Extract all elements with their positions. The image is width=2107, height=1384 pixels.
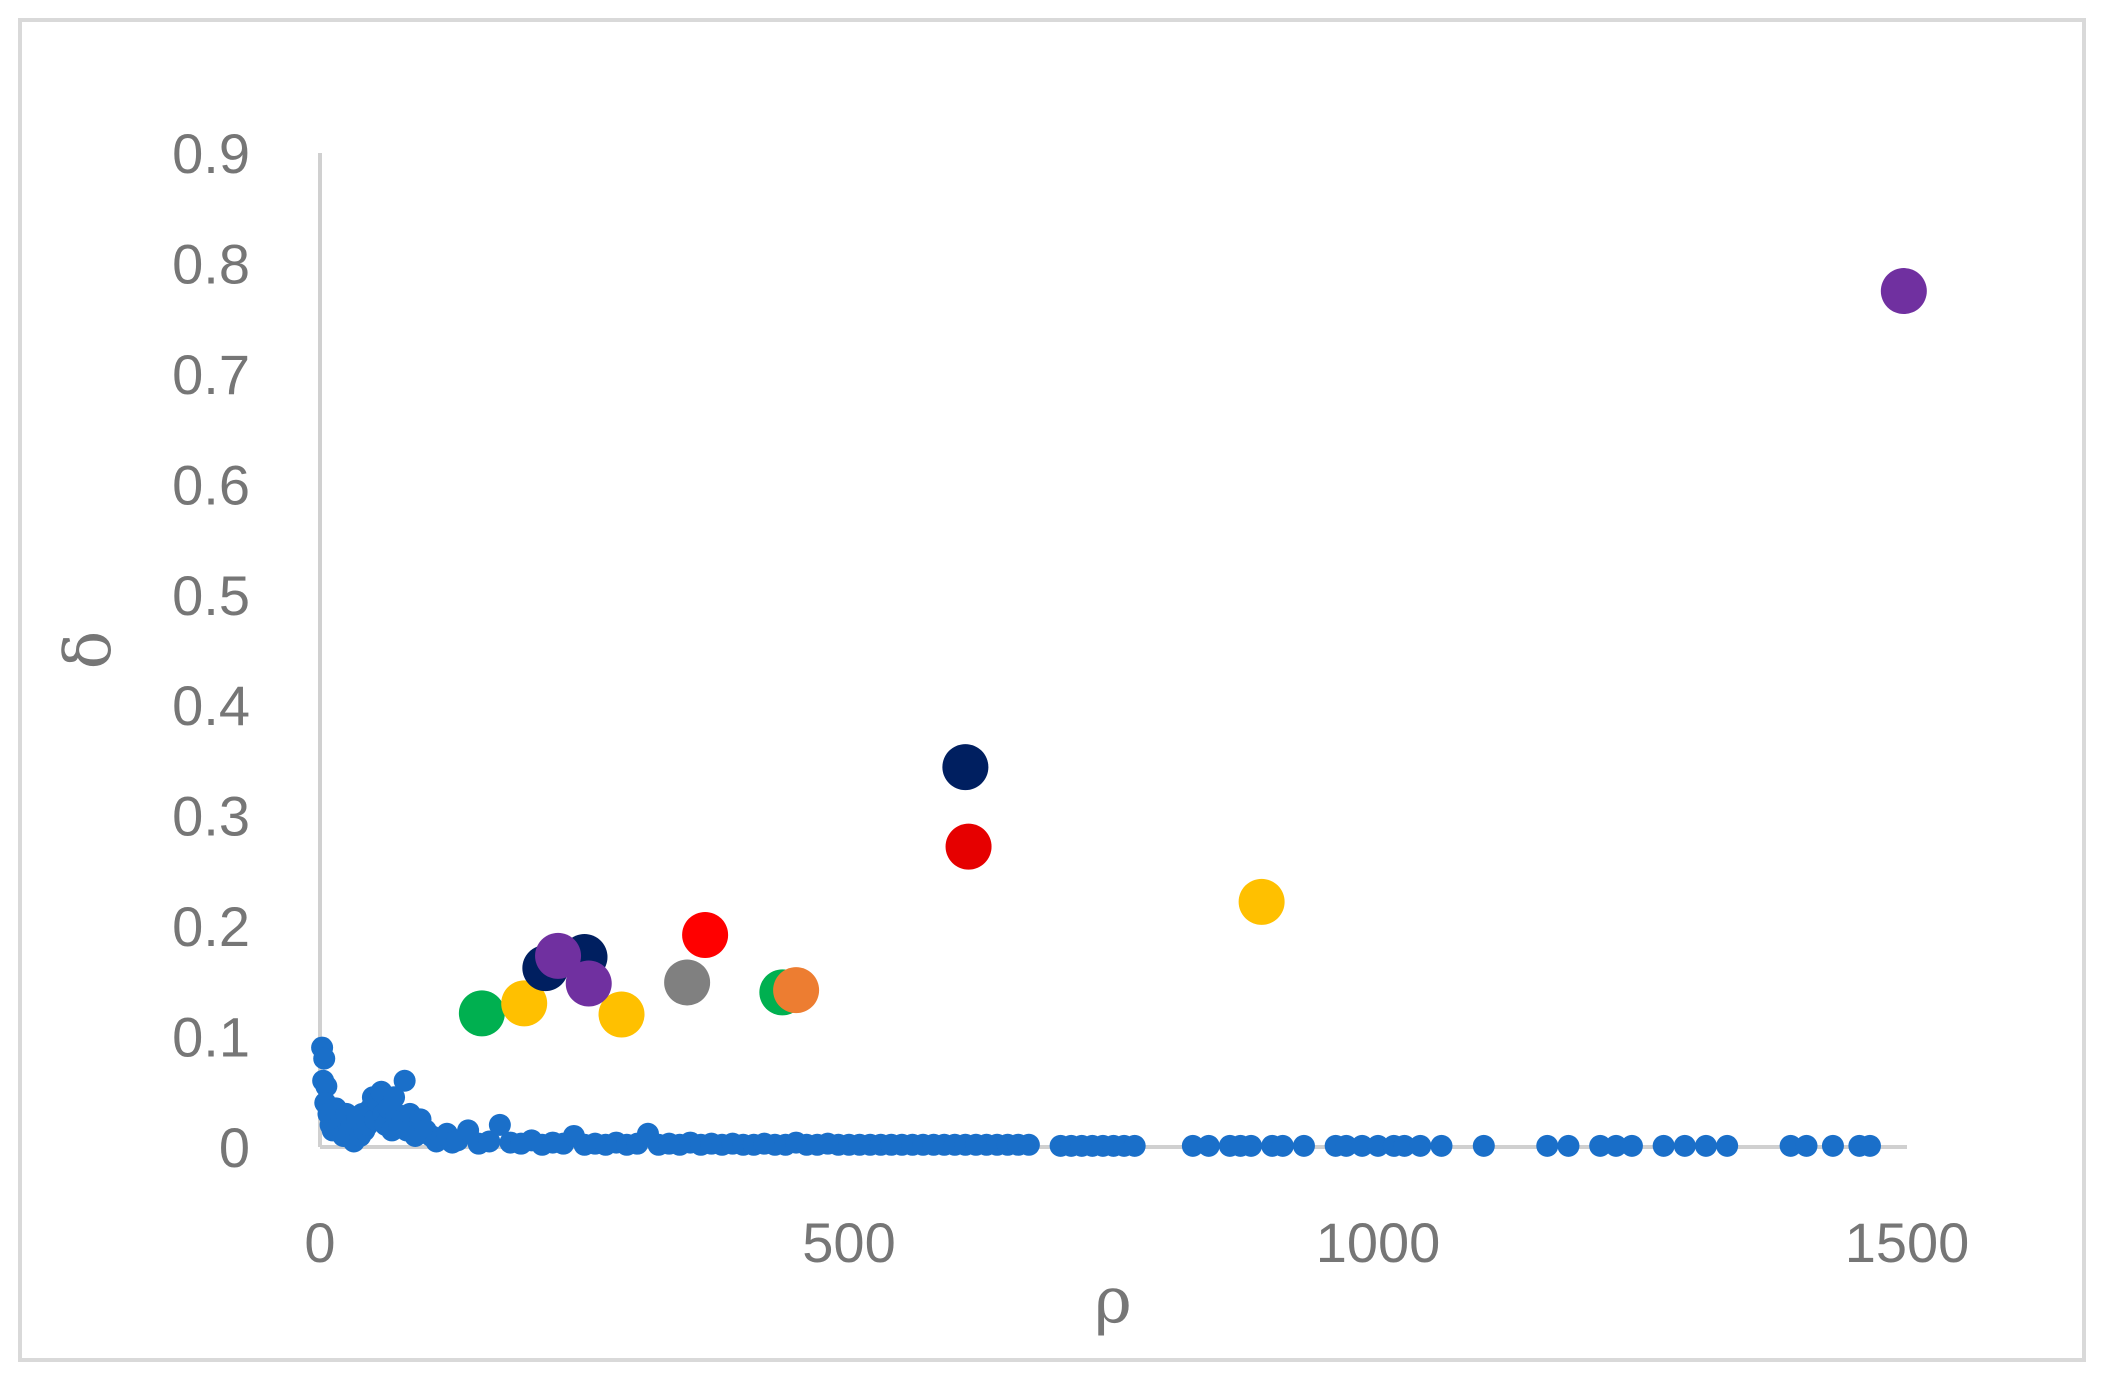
y-tick-label: 0.5 [172, 564, 250, 627]
cluster-center-point [565, 960, 612, 1007]
data-point [1197, 1134, 1220, 1157]
x-tick-labels: 0 500 1000 1500 [304, 1211, 1969, 1274]
cluster-center-point [664, 959, 711, 1006]
data-point [1605, 1134, 1628, 1157]
data-point [1694, 1134, 1717, 1157]
data-point [1620, 1134, 1643, 1157]
data-point [1557, 1134, 1580, 1157]
data-point [1716, 1134, 1739, 1157]
data-point [1589, 1134, 1612, 1157]
data-point [1017, 1133, 1040, 1156]
y-tick-label: 0.2 [172, 895, 250, 958]
data-point [1351, 1134, 1374, 1157]
data-point [1821, 1134, 1844, 1157]
data-point [1673, 1134, 1696, 1157]
y-tick-label: 0.7 [172, 343, 250, 406]
data-point [1652, 1134, 1675, 1157]
data-point [393, 1069, 416, 1092]
cluster-center-point [535, 932, 582, 979]
data-point [1409, 1134, 1432, 1157]
data-point [313, 1047, 336, 1070]
x-axis-title: ρ [1094, 1264, 1132, 1338]
data-point [1240, 1134, 1263, 1157]
x-tick-label: 1000 [1316, 1211, 1441, 1274]
data-point [1271, 1134, 1294, 1157]
data-point [1393, 1134, 1416, 1157]
axes [318, 153, 1907, 1149]
y-tick-label: 0.6 [172, 453, 250, 516]
cluster-center-point [1238, 878, 1285, 925]
y-tick-labels: 0 0.1 0.2 0.3 0.4 0.5 0.6 0.7 0.8 0.9 [172, 122, 250, 1179]
cluster-center-point [942, 744, 989, 791]
data-point [1795, 1134, 1818, 1157]
cluster-center-point [682, 911, 729, 958]
data-points [311, 268, 1927, 1157]
data-point [478, 1130, 501, 1153]
data-point [1335, 1134, 1358, 1157]
y-tick-label: 0.4 [172, 674, 250, 737]
y-axis-title: δ [52, 631, 126, 670]
y-tick-label: 0 [219, 1116, 250, 1179]
cluster-center-point [773, 967, 820, 1014]
data-point [1858, 1134, 1881, 1157]
data-point [1181, 1134, 1204, 1157]
y-tick-label: 0.3 [172, 785, 250, 848]
y-tick-label: 0.1 [172, 1006, 250, 1069]
cluster-center-point [501, 980, 548, 1027]
data-point [1367, 1134, 1389, 1157]
cluster-center-point [458, 990, 505, 1037]
x-tick-label: 0 [304, 1211, 335, 1274]
cluster-center-point [945, 823, 992, 870]
data-point [488, 1113, 511, 1136]
x-tick-label: 500 [802, 1211, 895, 1274]
y-tick-label: 0.8 [172, 232, 250, 295]
data-point [383, 1086, 406, 1109]
cluster-center-point [1880, 268, 1927, 315]
data-point [1123, 1134, 1146, 1157]
cluster-center-point [598, 991, 645, 1038]
x-tick-label: 1500 [1845, 1211, 1970, 1274]
y-tick-label: 0.9 [172, 122, 250, 185]
data-point [315, 1075, 338, 1098]
data-point [1779, 1134, 1802, 1157]
data-point [1472, 1134, 1495, 1157]
data-point [1536, 1134, 1559, 1157]
data-point [1292, 1134, 1315, 1157]
data-point [1430, 1134, 1453, 1157]
